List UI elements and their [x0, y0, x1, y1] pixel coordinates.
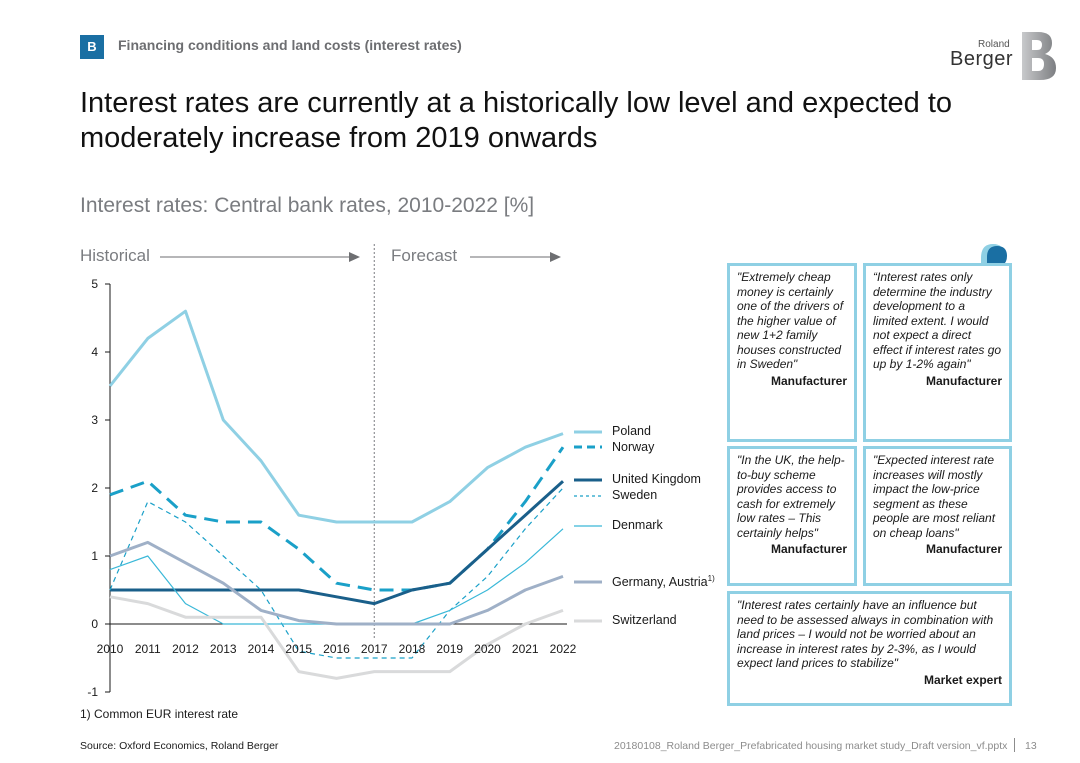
- legend-footnote-marker: 1): [707, 574, 715, 583]
- x-tick-label: 2013: [210, 642, 237, 656]
- legend-label: Sweden: [612, 488, 657, 502]
- y-tick-label: 2: [91, 481, 98, 495]
- page-title: Interest rates are currently at a histor…: [80, 87, 953, 154]
- quote-box-1: "Extremely cheap money is certainly one …: [727, 263, 857, 442]
- legend-label-text: Switzerland: [612, 613, 677, 627]
- legend-swatch: [574, 445, 602, 449]
- section-label: Financing conditions and land costs (int…: [118, 37, 462, 53]
- x-tick-label: 2014: [248, 642, 275, 656]
- quote-text: "Interest rates certainly have an influe…: [737, 598, 994, 670]
- x-tick-label: 2011: [135, 642, 161, 656]
- quote-text: “Interest rates only determine the indus…: [873, 270, 1002, 371]
- x-tick-label: 2015: [285, 642, 312, 656]
- legend-swatch: [574, 525, 602, 527]
- x-tick-label: 2017: [361, 642, 388, 656]
- legend-swatch: [574, 430, 602, 434]
- y-tick-label: 5: [91, 277, 98, 291]
- y-tick-label: 1: [91, 549, 98, 563]
- page-number: 13: [1025, 740, 1037, 752]
- interest-rate-chart: -1 0 1 2 3 4 5 2010 2011 2012 2013 2014 2015 2016 2017…: [87, 244, 577, 699]
- footer-separator: [1014, 738, 1015, 752]
- legend-label: Denmark: [612, 518, 663, 532]
- legend-swatch: [574, 495, 602, 497]
- legend-label: United Kingdom: [612, 472, 701, 486]
- x-tick-label: 2021: [512, 642, 539, 656]
- x-tick-label: 2020: [474, 642, 501, 656]
- chart-subtitle: Interest rates: Central bank rates, 2010…: [80, 194, 535, 217]
- quote-box-5: "Interest rates certainly have an influe…: [727, 591, 1012, 706]
- series-line-sweden: [109, 487, 564, 659]
- legend-label-text: Sweden: [612, 488, 658, 502]
- legend-swatch: [574, 580, 602, 584]
- legend-label-text: United Kingdom: [612, 472, 701, 486]
- x-tick-label: 2012: [172, 642, 199, 656]
- legend-swatch: [574, 478, 602, 482]
- y-tick-label: 3: [91, 413, 98, 427]
- series-line-switzerland: [109, 595, 564, 680]
- legend-label: Germany, Austria1): [612, 574, 715, 589]
- quote-source: Manufacturer: [925, 542, 1002, 556]
- legend-label-text: Poland: [612, 424, 651, 438]
- quote-text: "In the UK, the help-to-buy scheme provi…: [737, 453, 845, 540]
- y-tick-label: 4: [91, 345, 98, 359]
- historical-arrow-head: [349, 252, 360, 262]
- quote-box-2: “Interest rates only determine the indus…: [863, 263, 1012, 442]
- series-line-germany-austria: [109, 540, 564, 626]
- legend-label-text: Denmark: [612, 518, 663, 532]
- series-line-united-kingdom: [110, 480, 565, 606]
- legend-label-text: Norway: [612, 440, 655, 454]
- quote-source: Manufacturer: [925, 373, 1002, 388]
- legend-label: Poland: [612, 424, 651, 438]
- footnote: 1) Common EUR interest rate: [80, 707, 239, 721]
- legend-swatch: [574, 619, 602, 623]
- quote-text: "Expected interest rate increases will m…: [873, 453, 996, 540]
- quote-text: "Extremely cheap money is certainly one …: [737, 270, 844, 371]
- source-note: Source: Oxford Economics, Roland Berger: [80, 740, 279, 752]
- historical-label: Historical: [80, 246, 150, 265]
- x-tick-label: 2022: [550, 642, 577, 656]
- section-badge: B: [80, 35, 104, 59]
- y-tick-label: -1: [87, 685, 98, 699]
- quote-box-4: "Expected interest rate increases will m…: [863, 446, 1012, 586]
- legend-label: Norway: [612, 440, 654, 454]
- x-tick-label: 2010: [97, 642, 124, 656]
- quote-source: Manufacturer: [770, 373, 847, 388]
- forecast-label: Forecast: [391, 246, 458, 265]
- file-name: 20180108_Roland Berger_Prefabricated hou…: [614, 740, 1008, 752]
- quote-source: Market expert: [923, 672, 1002, 687]
- series-line-norway: [109, 446, 565, 592]
- series-line-poland: [108, 309, 564, 524]
- logo-roland-text: Roland: [978, 39, 1010, 50]
- y-tick-label: 0: [91, 617, 98, 631]
- legend-label: Switzerland: [612, 613, 677, 627]
- quote-box-3: "In the UK, the help-to-buy scheme provi…: [727, 446, 857, 586]
- logo-berger-text: Berger: [950, 48, 1014, 70]
- roland-berger-logo-icon: [1022, 32, 1056, 80]
- x-tick-label: 2019: [436, 642, 463, 656]
- x-tick-label: 2016: [323, 642, 350, 656]
- legend-label-text: Germany, Austria: [612, 575, 708, 590]
- x-tick-label: 2018: [399, 642, 426, 656]
- quote-source: Manufacturer: [770, 542, 847, 556]
- forecast-arrow-head: [550, 252, 561, 262]
